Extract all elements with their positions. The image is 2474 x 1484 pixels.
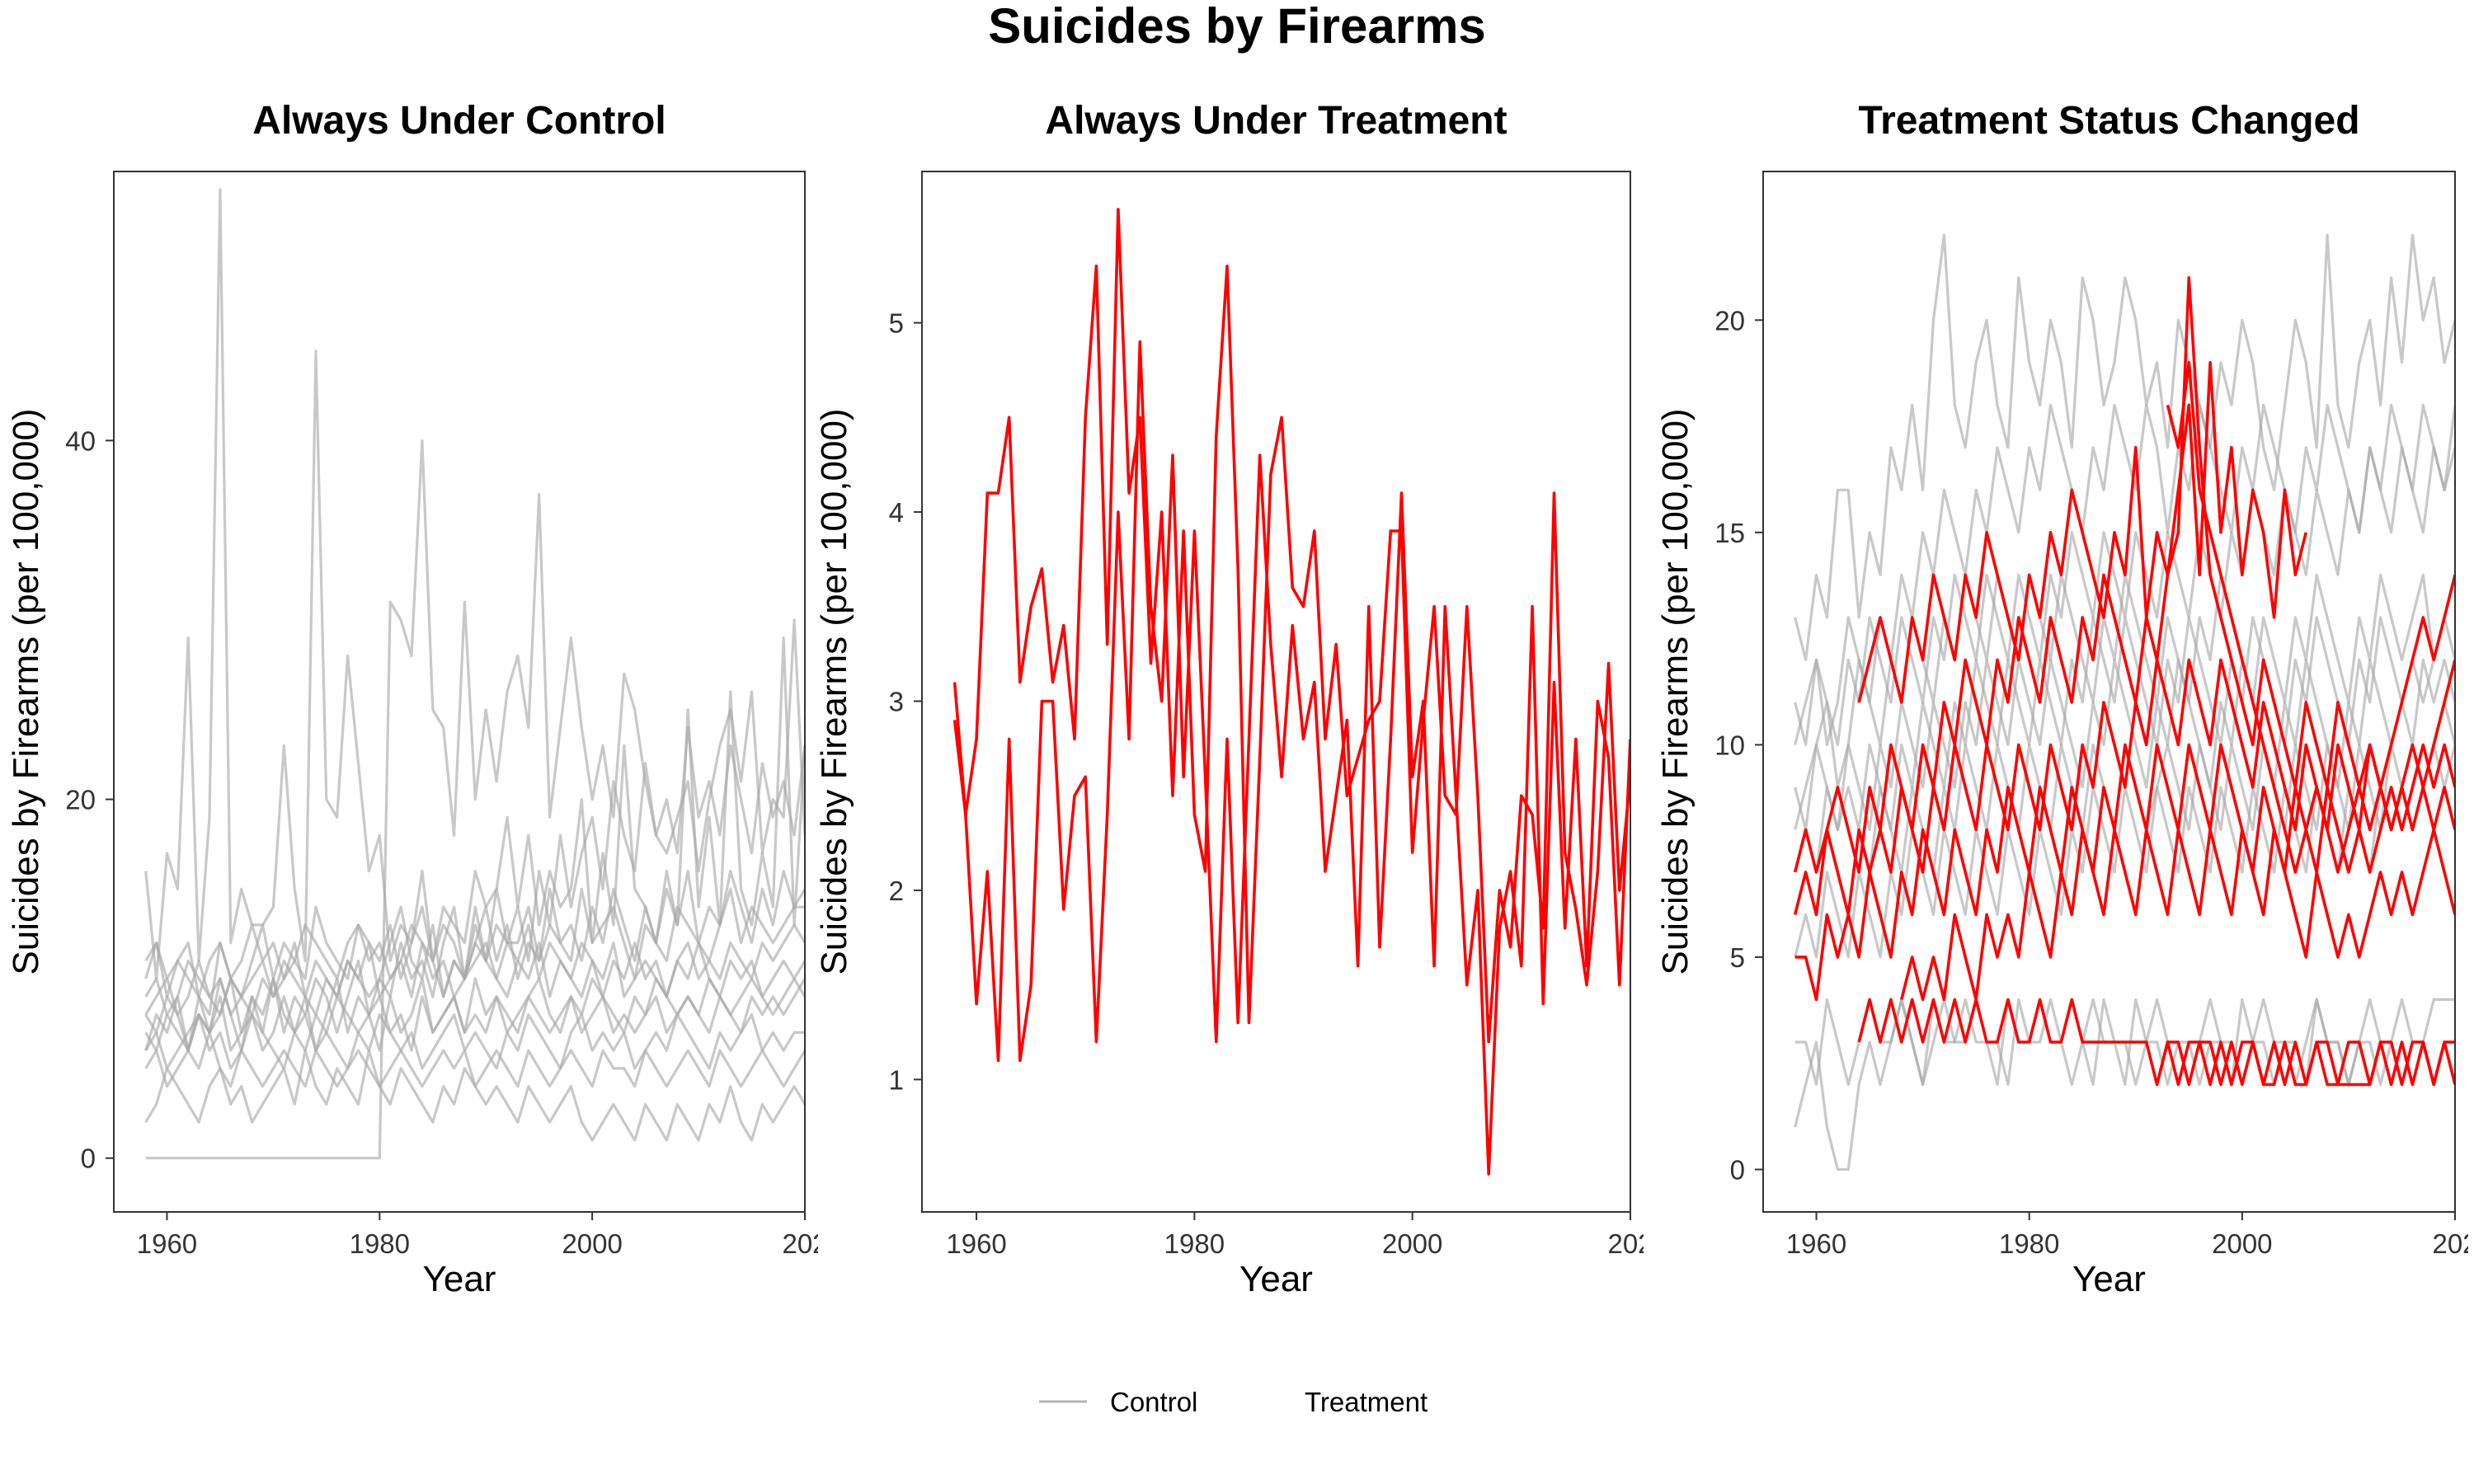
y-tick-label: 4: [889, 497, 904, 528]
control-series-line-11: [144, 923, 805, 998]
x-tick-label: 1980: [1999, 1228, 2059, 1259]
control-series-line-10: [1794, 403, 2455, 746]
x-axis-title: Year: [423, 1259, 496, 1299]
x-tick-label: 2000: [1382, 1228, 1442, 1259]
y-tick-label: 5: [1730, 942, 1745, 973]
y-tick-label: 3: [889, 686, 904, 716]
x-tick-label: 202: [2432, 1228, 2474, 1259]
treatment-series-line-2: [952, 340, 1630, 1176]
panel-2: Always Under Treatment 1960 1980 2000 202 1 2 3…: [814, 99, 1653, 1299]
x-tick-label: 1980: [1164, 1228, 1225, 1259]
x-axis-title: Year: [2072, 1259, 2146, 1299]
x-tick-label: 2000: [2212, 1228, 2272, 1259]
legend: Control Treatment: [1039, 1387, 1427, 1417]
control-series-line-2: [144, 188, 805, 980]
x-tick-label: 1960: [946, 1228, 1006, 1259]
y-tick-label: 2: [889, 876, 904, 906]
legend-label-control: Control: [1110, 1387, 1197, 1417]
panel-frame: [113, 171, 806, 1213]
treatment-series-line-1: [952, 208, 1630, 1044]
y-axis-title: Suicides by Firearms (per 100,000): [814, 408, 854, 974]
x-tick-label: 202: [782, 1228, 827, 1259]
y-tick-label: 5: [889, 308, 904, 339]
x-tick-label: 1960: [137, 1228, 197, 1259]
y-tick-label: 10: [1714, 730, 1745, 760]
series-group: [1793, 233, 2455, 1172]
y-axis-title: Suicides by Firearms (per 100,000): [6, 408, 46, 974]
treatment-series-line-15: [1794, 743, 2455, 1002]
treatment-series-line-11: [1857, 361, 2308, 704]
panel-title: Always Under Control: [252, 99, 666, 143]
y-tick-label: 20: [65, 785, 96, 815]
control-series-line-10: [144, 726, 805, 1052]
control-series-line-8: [144, 1049, 805, 1142]
y-tick-label: 15: [1714, 518, 1745, 548]
legend-label-treatment: Treatment: [1305, 1387, 1427, 1417]
treatment-series-line-13: [1793, 658, 2455, 917]
x-axis-title: Year: [1239, 1259, 1313, 1299]
y-tick-label: 0: [81, 1144, 96, 1174]
panel-frame: [921, 171, 1631, 1213]
panel-title: Treatment Status Changed: [1858, 99, 2359, 143]
control-series-line-2: [1794, 403, 2455, 746]
series-group: [144, 188, 805, 1160]
control-series-line-1: [1794, 233, 2455, 661]
series-group: [952, 208, 1630, 1176]
y-tick-label: 0: [1730, 1154, 1745, 1185]
x-tick-label: 1960: [1786, 1228, 1846, 1259]
control-series-line-12: [144, 977, 805, 1052]
control-series-line-4: [144, 942, 805, 1017]
control-series-line-6: [144, 1013, 805, 1070]
y-tick-label: 1: [889, 1064, 904, 1095]
y-tick-label: 20: [1714, 305, 1745, 336]
y-axis-title: Suicides by Firearms (per 100,000): [1655, 408, 1696, 974]
treatment-series-line-16: [1900, 828, 2455, 1002]
x-tick-label: 2000: [562, 1228, 622, 1259]
figure-title: Suicides by Firearms: [988, 0, 1486, 54]
control-series-line-3: [144, 887, 805, 1017]
panel-frame: [1762, 171, 2456, 1213]
x-tick-label: 1980: [350, 1228, 410, 1259]
treatment-series-line-18: [2155, 1040, 2455, 1087]
panel-title: Always Under Treatment: [1045, 99, 1507, 143]
y-tick-label: 40: [65, 425, 96, 456]
x-tick-label: 202: [1607, 1228, 1653, 1259]
